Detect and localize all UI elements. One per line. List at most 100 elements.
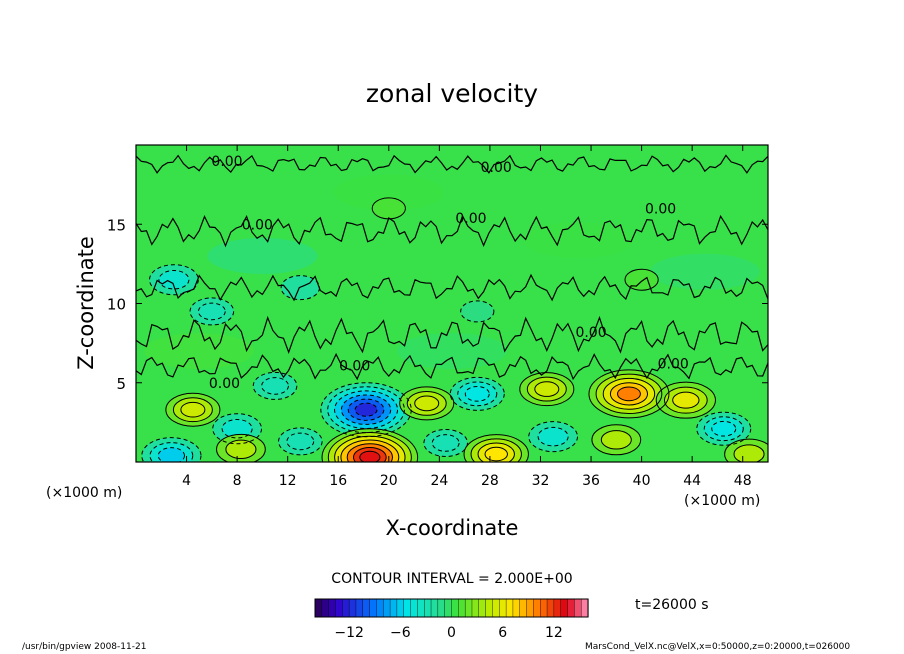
contour-ring	[141, 437, 202, 462]
field-cell	[158, 447, 185, 462]
x-tick-label: 20	[380, 473, 398, 489]
field-cell	[355, 403, 378, 417]
contour-ring	[617, 386, 641, 402]
contour-label: 0.00	[339, 358, 370, 374]
colorbar-segment	[321, 598, 330, 618]
colorbar-segment	[519, 598, 528, 618]
contour-ring	[212, 413, 263, 445]
contour-ring	[484, 446, 508, 462]
colorbar-segment	[567, 598, 575, 618]
contour-ring	[655, 381, 716, 419]
field-cell	[372, 197, 406, 219]
x-tick-label: 32	[532, 473, 550, 489]
contour-label: 0.00	[242, 217, 273, 233]
contour-ring	[321, 428, 419, 462]
contour-ring	[189, 297, 235, 326]
footer-left: /usr/bin/gpview 2008-11-21	[22, 642, 147, 652]
colorbar-segment	[451, 598, 459, 618]
contour-ring	[457, 381, 498, 407]
contour-ring	[221, 418, 253, 439]
x-axis-label: X-coordinate	[386, 516, 519, 540]
x-tick-label: 40	[633, 473, 651, 489]
contour-ring	[431, 434, 460, 452]
contour-label: 0.00	[209, 376, 240, 392]
contour-ring	[470, 438, 522, 462]
colorbar-segment	[471, 598, 480, 618]
colorbar-segment	[342, 598, 350, 618]
colorbar-segment	[580, 598, 589, 618]
colorbar-segment	[540, 598, 548, 618]
y-axis-ticks: 5 10 15	[107, 216, 768, 393]
contour-ring	[703, 416, 744, 442]
contour-ring	[463, 434, 529, 462]
contour-interval-label: CONTOUR INTERVAL = 2.000E+00	[331, 571, 572, 587]
contour-ring	[158, 269, 190, 290]
contour-ring	[346, 443, 393, 462]
colorbar-segment	[314, 598, 323, 618]
contour-label: 0.00	[481, 160, 512, 176]
contour-ring	[327, 386, 405, 434]
contour-ring	[216, 433, 266, 462]
field-patch	[207, 237, 318, 274]
contour-ring	[340, 439, 400, 462]
field-cell	[180, 402, 205, 418]
colorbar-segment	[376, 598, 384, 618]
contour-ring	[286, 432, 315, 451]
colorbar-segment	[396, 598, 405, 618]
colorbar-segment	[485, 598, 494, 618]
contour-label: 0.00	[658, 357, 689, 373]
colorbar	[314, 598, 589, 618]
colorbar-segment	[526, 598, 535, 618]
colorbar-segment	[389, 598, 398, 618]
y-tick-label: 10	[107, 296, 126, 314]
contour-ring	[327, 432, 412, 462]
contour-ring	[149, 264, 199, 296]
colorbar-segment	[328, 598, 337, 618]
field-cell	[734, 444, 765, 462]
field-cell	[460, 300, 494, 322]
contour-ring	[340, 394, 392, 425]
contour-ring	[359, 450, 381, 462]
field-patch	[649, 253, 760, 290]
colorbar-segment	[410, 598, 418, 618]
colorbar-segment	[369, 598, 378, 618]
colorbar-segment	[505, 598, 514, 618]
colorbar-tick-label: 12	[545, 625, 563, 641]
contour-ring	[595, 373, 663, 415]
contour-ring	[537, 426, 569, 447]
field-cell	[711, 421, 736, 437]
zero-contour	[136, 315, 768, 354]
contour-ring	[423, 428, 468, 457]
field-patch	[397, 333, 507, 370]
x-tick-label: 4	[182, 473, 191, 489]
contour-ring	[519, 372, 575, 407]
colorbar-segment	[533, 598, 541, 618]
contour-ring	[534, 381, 560, 397]
x-tick-label: 24	[430, 473, 448, 489]
zero-contour	[136, 352, 768, 381]
colorbar-tick-label: −12	[334, 625, 364, 641]
field-cell	[432, 434, 460, 452]
x-unit-left: (×1000 m)	[46, 485, 122, 501]
colorbar-segment	[478, 598, 487, 618]
x-tick-label: 28	[481, 473, 499, 489]
colorbar-segment	[355, 598, 364, 618]
contour-ring	[449, 376, 505, 411]
x-unit-right: (×1000 m)	[684, 493, 760, 509]
field-patch	[333, 174, 444, 211]
colorbar-tick-label: 6	[498, 625, 507, 641]
x-tick-label: 16	[329, 473, 347, 489]
contour-ring	[261, 377, 289, 395]
field-cell	[359, 451, 380, 462]
contour-ring	[149, 442, 194, 462]
contour-ring	[172, 397, 213, 423]
colorbar-segment	[458, 598, 466, 618]
contour-ring	[464, 386, 490, 402]
colorbar-segment	[444, 598, 453, 618]
field-cell	[261, 377, 289, 395]
y-axis-label: Z-coordinate	[74, 236, 98, 370]
y-tick-label: 15	[107, 216, 126, 234]
time-label: t=26000 s	[635, 597, 709, 613]
field-cell	[485, 447, 508, 461]
